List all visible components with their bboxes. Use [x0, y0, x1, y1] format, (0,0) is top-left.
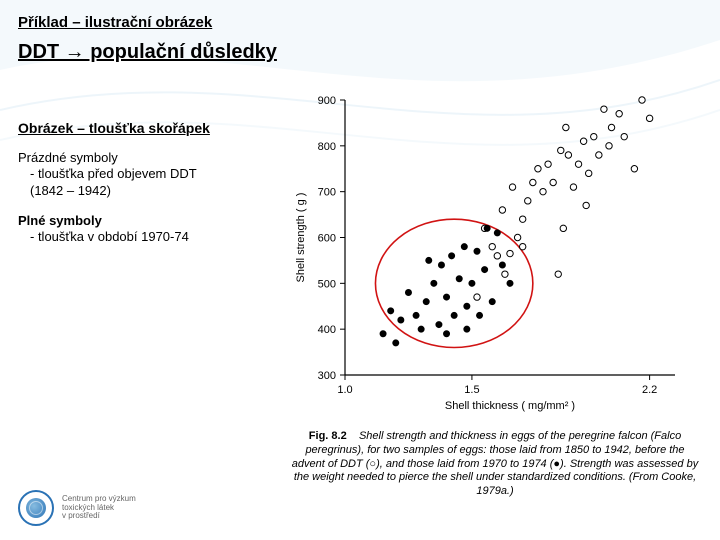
footer-logo: Centrum pro výzkum toxických látek v pro… — [18, 490, 136, 526]
svg-text:500: 500 — [318, 278, 336, 290]
main-title: DDT → populační důsledky — [18, 41, 702, 64]
figure-caption: Fig. 8.2 Shell strength and thickness in… — [290, 430, 700, 499]
scatter-chart: 300 400 500 600 700 800 900 1.0 1.5 2.2 Shell thic… — [290, 85, 690, 425]
empty-symbols-para: Prázdné symboly - tloušťka před objevem … — [18, 150, 278, 199]
svg-text:400: 400 — [318, 324, 336, 336]
sup-title: Příklad – ilustrační obrázek — [18, 14, 702, 31]
logo-text: Centrum pro výzkum toxických látek v pro… — [62, 495, 136, 521]
svg-text:900: 900 — [318, 95, 336, 107]
svg-text:Shell thickness ( mg/mm² ): Shell thickness ( mg/mm² ) — [445, 400, 575, 412]
globe-icon — [18, 490, 54, 526]
svg-text:800: 800 — [318, 141, 336, 153]
svg-text:1.5: 1.5 — [464, 384, 479, 396]
sub-heading: Obrázek – tloušťka skořápek — [18, 120, 278, 136]
chart-svg: 300 400 500 600 700 800 900 1.0 1.5 2.2 Shell thic… — [290, 85, 690, 415]
filled-symbols-line1: - tloušťka v období 1970-74 — [18, 229, 278, 245]
svg-text:300: 300 — [318, 370, 336, 382]
filled-symbols-title: Plné symboly — [18, 213, 102, 228]
empty-symbols-title: Prázdné symboly — [18, 150, 118, 165]
figure-number: Fig. 8.2 — [309, 430, 347, 442]
empty-symbols-line1: - tloušťka před objevem DDT — [18, 166, 278, 182]
logo-line3: v prostředí — [62, 512, 136, 521]
side-text-block: Obrázek – tloušťka skořápek Prázdné symb… — [18, 120, 278, 259]
svg-text:2.2: 2.2 — [642, 384, 657, 396]
svg-text:700: 700 — [318, 187, 336, 199]
filled-symbols-para: Plné symboly - tloušťka v období 1970-74 — [18, 213, 278, 246]
svg-text:600: 600 — [318, 233, 336, 245]
content-area: Příklad – ilustrační obrázek DDT → popul… — [0, 0, 720, 64]
svg-text:1.0: 1.0 — [337, 384, 352, 396]
svg-text:Shell strength ( g ): Shell strength ( g ) — [295, 193, 307, 283]
empty-symbols-line2: (1842 – 1942) — [18, 183, 278, 199]
